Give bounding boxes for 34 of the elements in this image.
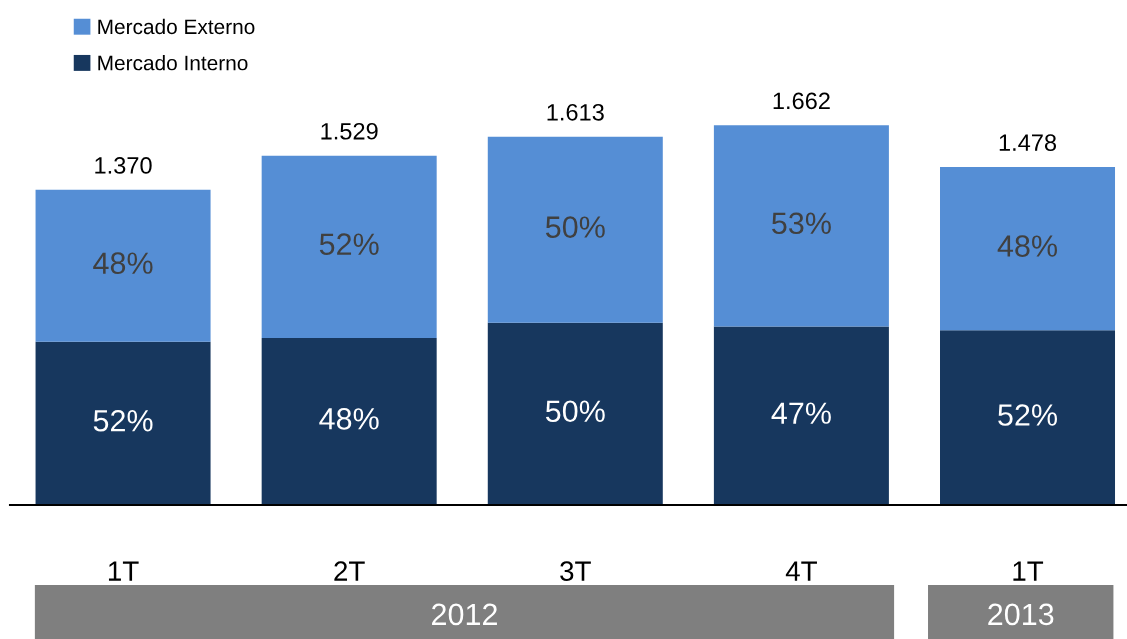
bar bbox=[487, 136, 663, 323]
bar bbox=[940, 330, 1116, 505]
text: 1.662 bbox=[773, 92, 830, 110]
x-tick-label: 2T bbox=[334, 561, 365, 581]
annotation: 1.529 bbox=[321, 122, 378, 140]
bar bbox=[713, 326, 889, 505]
annotation: 52% bbox=[998, 404, 1057, 426]
x-tick-label: 3T bbox=[560, 561, 591, 581]
annotation: 50% bbox=[545, 400, 605, 423]
annotation: 1.370 bbox=[95, 157, 152, 174]
bar bbox=[261, 155, 437, 338]
x-tick-label: 1T bbox=[108, 561, 139, 581]
annotation: 48% bbox=[997, 235, 1057, 257]
bar bbox=[261, 337, 437, 505]
annotation: 48% bbox=[319, 408, 379, 430]
bar bbox=[487, 322, 663, 505]
legend-label: Mercado Interno bbox=[98, 55, 248, 71]
annotation: 47% bbox=[771, 402, 831, 424]
annotation: 52% bbox=[319, 233, 379, 256]
annotation: 52% bbox=[93, 409, 153, 432]
x-tick-label: 4T bbox=[785, 561, 817, 581]
x-tick-label: 1T bbox=[1013, 561, 1044, 581]
annotation: 50% bbox=[545, 216, 605, 238]
annotation: 1.478 bbox=[999, 134, 1057, 152]
annotation: 53% bbox=[772, 212, 831, 235]
bar bbox=[35, 341, 211, 505]
text: 2013 bbox=[988, 603, 1054, 626]
annotation: 48% bbox=[93, 252, 153, 274]
bar bbox=[713, 125, 889, 327]
bar bbox=[35, 189, 211, 342]
legend-label: Mercado Externo bbox=[98, 18, 255, 35]
bar bbox=[940, 167, 1116, 331]
text: 1.613 bbox=[547, 103, 604, 121]
text: 2012 bbox=[432, 603, 497, 626]
